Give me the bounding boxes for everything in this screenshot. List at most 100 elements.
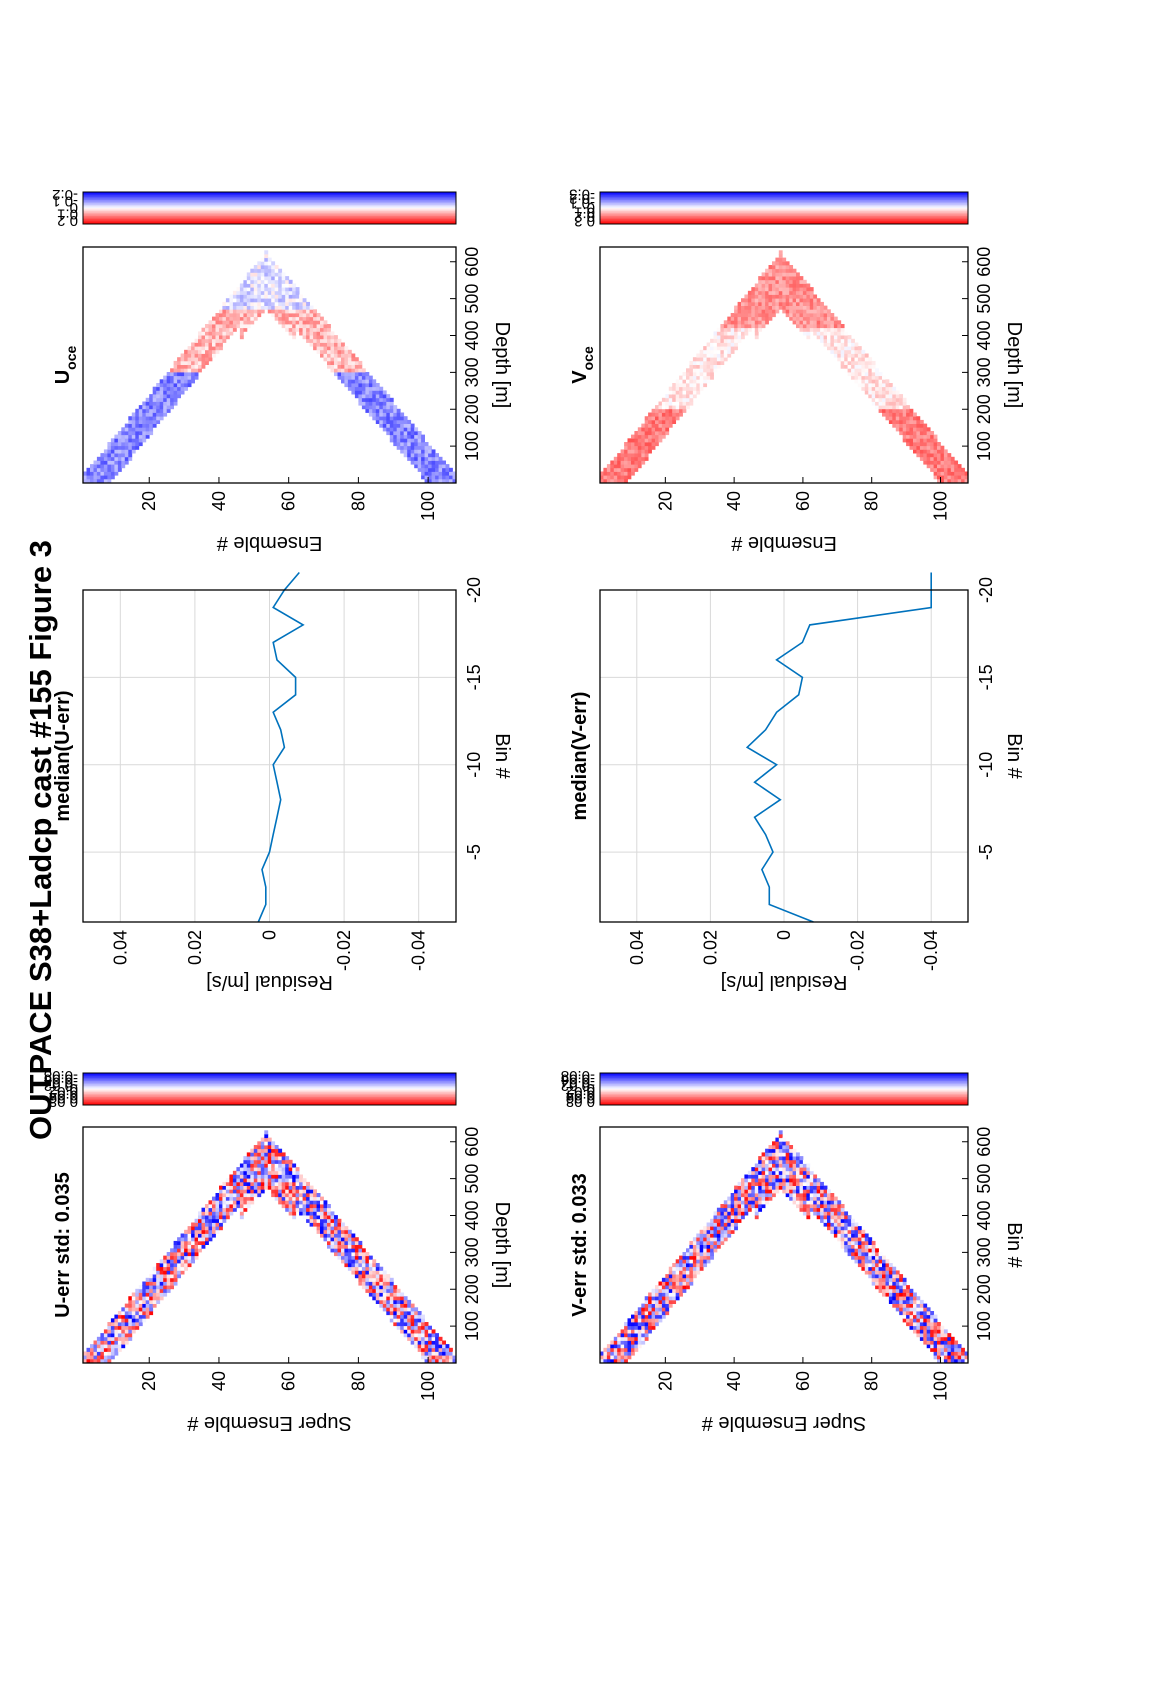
v_err-cell (813, 1197, 817, 1201)
v_oce-cell (882, 376, 886, 380)
u_oce-cell (292, 335, 296, 339)
v_oce-cell (676, 383, 680, 387)
u_oce-cell (320, 324, 324, 328)
u_err-cell (390, 1289, 394, 1293)
u_oce-cell (379, 420, 383, 424)
v_err-cell (868, 1256, 872, 1260)
u_err-cell (247, 1175, 251, 1179)
u_err-cell (372, 1263, 376, 1267)
u_oce-cell (292, 306, 296, 310)
u_err-cell (212, 1215, 216, 1219)
u_err-cell (435, 1348, 439, 1352)
u_err-cell (421, 1337, 425, 1341)
v_err-cell (707, 1230, 711, 1234)
v_err-cell (789, 1182, 793, 1186)
u_oce-cell (414, 449, 418, 453)
u_oce-cell (327, 354, 331, 358)
u_oce-cell (432, 475, 436, 479)
v_err-cell (934, 1326, 938, 1330)
u_oce-cell (296, 302, 300, 306)
v_err-cell (707, 1245, 711, 1249)
u_err-cell (358, 1252, 362, 1256)
u_oce-cell (226, 313, 230, 317)
u_err-cell (292, 1182, 296, 1186)
v_err-cell (827, 1211, 831, 1215)
v_oce-cell (648, 446, 652, 450)
v_oce-cell (868, 368, 872, 372)
v_err-cell (800, 1193, 804, 1197)
u_err-cell (289, 1211, 293, 1215)
u_oce-cell (324, 350, 328, 354)
v_oce-cell (851, 354, 855, 358)
u_oce-cell (149, 398, 153, 402)
v_err-cell (889, 1293, 893, 1297)
v_err-cell (916, 1329, 920, 1333)
u_oce-cell (216, 346, 220, 350)
v_oce-cell (827, 328, 831, 332)
v_err-cell (779, 1175, 783, 1179)
u_oce-cell (243, 298, 247, 302)
u_err-xtick-label: 40 (209, 1371, 229, 1391)
u_err-cell (418, 1329, 422, 1333)
v_err-cell (717, 1237, 721, 1241)
u_oce-cell (261, 269, 265, 273)
v_err-cell (659, 1318, 663, 1322)
v_err-cell (796, 1200, 800, 1204)
u_err-cell (170, 1278, 174, 1282)
v_err-cell (810, 1193, 814, 1197)
u_oce-cell (355, 390, 359, 394)
u_oce-cell (128, 435, 132, 439)
v_err-cell (631, 1333, 635, 1337)
u_err-cell (104, 1348, 108, 1352)
v_err-cell (782, 1178, 786, 1182)
v_err-cell (645, 1337, 649, 1341)
v_err-cell (714, 1241, 718, 1245)
v_err-cell (910, 1300, 914, 1304)
v_err-cell (724, 1223, 728, 1227)
u_err-cell (449, 1355, 453, 1359)
u_err-cell (324, 1204, 328, 1208)
u_err-cell (372, 1282, 376, 1286)
v_err-cell (676, 1282, 680, 1286)
v_err-cell (669, 1296, 673, 1300)
v_err-cell (744, 1178, 748, 1182)
v_err-cell (820, 1189, 824, 1193)
u_oce-cell (285, 298, 289, 302)
v_err-cell (934, 1341, 938, 1345)
u_oce-cell (250, 287, 254, 291)
v_oce-cell (672, 398, 676, 402)
v_oce-cell (941, 472, 945, 476)
u_err-cell (177, 1248, 181, 1252)
v_oce-cell (944, 453, 948, 457)
u_err-cell (268, 1186, 272, 1190)
u_oce-cell (219, 335, 223, 339)
u_oce-cell (163, 409, 167, 413)
v_oce-cell (813, 313, 817, 317)
v_oce-cell (858, 354, 862, 358)
u_oce-cell (271, 298, 275, 302)
u_oce-cell (303, 309, 307, 313)
v_err-cell (672, 1293, 676, 1297)
v_err-cell (679, 1270, 683, 1274)
u_oce-cell (226, 324, 230, 328)
v_oce-cell (703, 376, 707, 380)
u_oce-cell (442, 468, 446, 472)
u_oce-cell (421, 461, 425, 465)
u_err-cell (139, 1322, 143, 1326)
v_oce-cell (634, 435, 638, 439)
u_oce-cell (264, 298, 268, 302)
v_err-cell (652, 1326, 656, 1330)
v_err-cell (614, 1341, 618, 1345)
v_oce-cell (710, 368, 714, 372)
u_oce-cell (278, 291, 282, 295)
v_oce-cell (683, 398, 687, 402)
v_err-cell (865, 1237, 869, 1241)
v_err-cell (779, 1152, 783, 1156)
u_oce-cell (216, 313, 220, 317)
u_oce-cell (250, 269, 254, 273)
v_err-cell (748, 1193, 752, 1197)
u_err-cell (149, 1307, 153, 1311)
u_err-cell (331, 1241, 335, 1245)
v_oce-cell (659, 413, 663, 417)
v_err-cell (892, 1285, 896, 1289)
